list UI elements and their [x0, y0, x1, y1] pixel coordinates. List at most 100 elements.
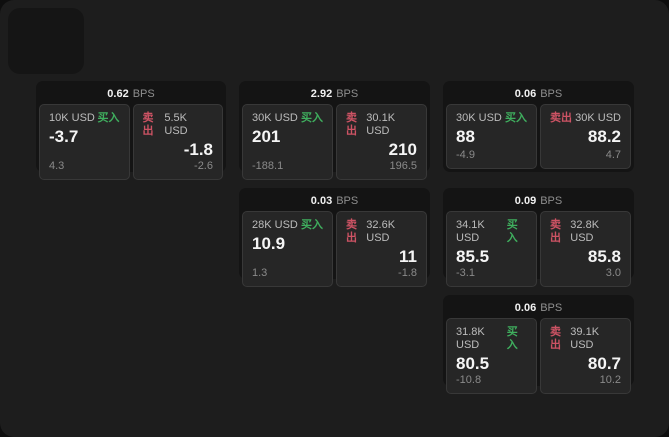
buy-price: -3.7 — [49, 127, 79, 146]
sell-amount: 5.5K USD — [164, 112, 188, 137]
buy-change: -3.1 — [456, 267, 475, 279]
sell-change: -1.8 — [398, 267, 417, 279]
card-body: 30K USD 买入 88 -4.9 卖出 30K USD 88.2 4.7 — [446, 104, 631, 169]
sell-label: 卖出 — [346, 112, 357, 137]
sell-change: 3.0 — [605, 267, 621, 279]
sell-panel-top: 卖出 5.5K USD — [143, 112, 214, 138]
sell-amount: 30.1K USD — [366, 112, 396, 137]
sell-panel-top: 卖出 32.8K USD — [550, 219, 621, 245]
buy-price: 201 — [252, 127, 281, 146]
quote-cards-grid: 0.62 BPS 10K USD 买入 -3.7 4.3 卖出 5.5K USD… — [36, 81, 634, 394]
buy-change: -188.1 — [252, 160, 284, 172]
sell-panel-top: 卖出 32.6K USD — [346, 219, 417, 245]
quote-card: 0.06 BPS 30K USD 买入 88 -4.9 卖出 30K USD 8… — [443, 81, 634, 172]
bps-spread-value: 0.03 — [310, 195, 333, 207]
sell-label: 卖出 — [142, 112, 154, 137]
sell-panel[interactable]: 卖出 30.1K USD 210 196.5 — [336, 104, 427, 180]
card-header: 0.06 BPS — [446, 298, 631, 318]
bps-unit-label: BPS — [540, 302, 563, 314]
buy-panel-top: 30K USD 买入 — [456, 112, 527, 125]
buy-change: 1.3 — [252, 267, 268, 279]
sell-price: 80.7 — [587, 354, 621, 373]
sell-panel[interactable]: 卖出 32.6K USD 11 -1.8 — [336, 211, 427, 287]
buy-panel[interactable]: 31.8K USD 买入 80.5 -10.8 — [446, 318, 537, 394]
sell-label: 卖出 — [550, 326, 561, 351]
card-header: 0.62 BPS — [39, 84, 223, 104]
quote-card: 0.09 BPS 34.1K USD 买入 85.5 -3.1 卖出 32.8K… — [443, 188, 634, 287]
buy-label: 买入 — [97, 112, 120, 124]
buy-panel[interactable]: 10K USD 买入 -3.7 4.3 — [39, 104, 130, 180]
buy-amount: 10K USD — [49, 112, 95, 124]
buy-panel[interactable]: 28K USD 买入 10.9 1.3 — [242, 211, 333, 287]
bps-unit-label: BPS — [336, 88, 359, 100]
bps-spread-value: 0.09 — [514, 195, 537, 207]
buy-panel[interactable]: 34.1K USD 买入 85.5 -3.1 — [446, 211, 537, 287]
sell-panel-top: 卖出 39.1K USD — [550, 326, 621, 352]
sell-price: 88.2 — [587, 127, 621, 146]
buy-panel[interactable]: 30K USD 买入 201 -188.1 — [242, 104, 333, 180]
buy-panel-top: 10K USD 买入 — [49, 112, 120, 125]
sell-change: -2.6 — [194, 160, 213, 172]
buy-label: 买入 — [301, 112, 323, 124]
sell-panel[interactable]: 卖出 39.1K USD 80.7 10.2 — [540, 318, 631, 394]
sell-price: 85.8 — [587, 247, 621, 266]
buy-panel[interactable]: 30K USD 买入 88 -4.9 — [446, 104, 537, 169]
card-header: 0.09 BPS — [446, 191, 631, 211]
sell-amount: 30K USD — [575, 112, 621, 124]
sell-price: 11 — [399, 247, 417, 266]
buy-change: 4.3 — [49, 160, 65, 172]
sell-amount: 32.8K USD — [570, 219, 600, 244]
sell-panel[interactable]: 卖出 32.8K USD 85.8 3.0 — [540, 211, 631, 287]
buy-panel-top: 30K USD 买入 — [252, 112, 323, 125]
bps-unit-label: BPS — [132, 88, 155, 100]
sell-amount: 39.1K USD — [570, 326, 600, 351]
sell-change: 4.7 — [605, 149, 621, 161]
buy-change: -10.8 — [456, 374, 482, 386]
bps-unit-label: BPS — [540, 195, 563, 207]
card-body: 31.8K USD 买入 80.5 -10.8 卖出 39.1K USD 80.… — [446, 318, 631, 394]
sell-panel[interactable]: 卖出 30K USD 88.2 4.7 — [540, 104, 631, 169]
sell-change: 196.5 — [389, 160, 417, 172]
card-body: 10K USD 买入 -3.7 4.3 卖出 5.5K USD -1.8 -2.… — [39, 104, 223, 180]
buy-label: 买入 — [506, 326, 518, 351]
sell-panel[interactable]: 卖出 5.5K USD -1.8 -2.6 — [132, 104, 223, 180]
buy-amount: 34.1K USD — [456, 219, 485, 244]
buy-label: 买入 — [506, 219, 518, 244]
buy-amount: 28K USD — [252, 219, 298, 231]
sell-label: 卖出 — [346, 219, 357, 244]
buy-price: 85.5 — [456, 247, 490, 266]
buy-panel-top: 31.8K USD 买入 — [456, 326, 527, 352]
buy-label: 买入 — [505, 112, 527, 124]
sell-panel-top: 卖出 30.1K USD — [346, 112, 417, 138]
quote-card: 0.06 BPS 31.8K USD 买入 80.5 -10.8 卖出 39.1… — [443, 295, 634, 394]
corner-panel — [8, 8, 84, 74]
sell-label: 卖出 — [550, 219, 561, 244]
card-header: 0.03 BPS — [242, 191, 427, 211]
buy-amount: 31.8K USD — [456, 326, 485, 351]
buy-amount: 30K USD — [252, 112, 298, 124]
buy-amount: 30K USD — [456, 112, 502, 124]
bps-spread-value: 0.62 — [107, 88, 129, 100]
sell-price: -1.8 — [183, 140, 213, 159]
card-header: 2.92 BPS — [242, 84, 427, 104]
sell-panel-top: 卖出 30K USD — [550, 112, 621, 125]
quote-card: 0.62 BPS 10K USD 买入 -3.7 4.3 卖出 5.5K USD… — [36, 81, 226, 180]
card-body: 34.1K USD 买入 85.5 -3.1 卖出 32.8K USD 85.8… — [446, 211, 631, 287]
bps-spread-value: 2.92 — [310, 88, 333, 100]
bps-unit-label: BPS — [540, 88, 563, 100]
buy-price: 80.5 — [456, 354, 490, 373]
quote-card: 2.92 BPS 30K USD 买入 201 -188.1 卖出 30.1K … — [239, 81, 430, 180]
buy-price: 10.9 — [252, 234, 286, 253]
buy-panel-top: 34.1K USD 买入 — [456, 219, 527, 245]
sell-change: 10.2 — [599, 374, 621, 386]
sell-label: 卖出 — [550, 112, 572, 124]
card-body: 28K USD 买入 10.9 1.3 卖出 32.6K USD 11 -1.8 — [242, 211, 427, 287]
buy-price: 88 — [456, 127, 475, 146]
buy-change: -4.9 — [456, 149, 475, 161]
sell-amount: 32.6K USD — [366, 219, 396, 244]
bps-spread-value: 0.06 — [514, 88, 537, 100]
bps-spread-value: 0.06 — [514, 302, 537, 314]
quote-card: 0.03 BPS 28K USD 买入 10.9 1.3 卖出 32.6K US… — [239, 188, 430, 287]
